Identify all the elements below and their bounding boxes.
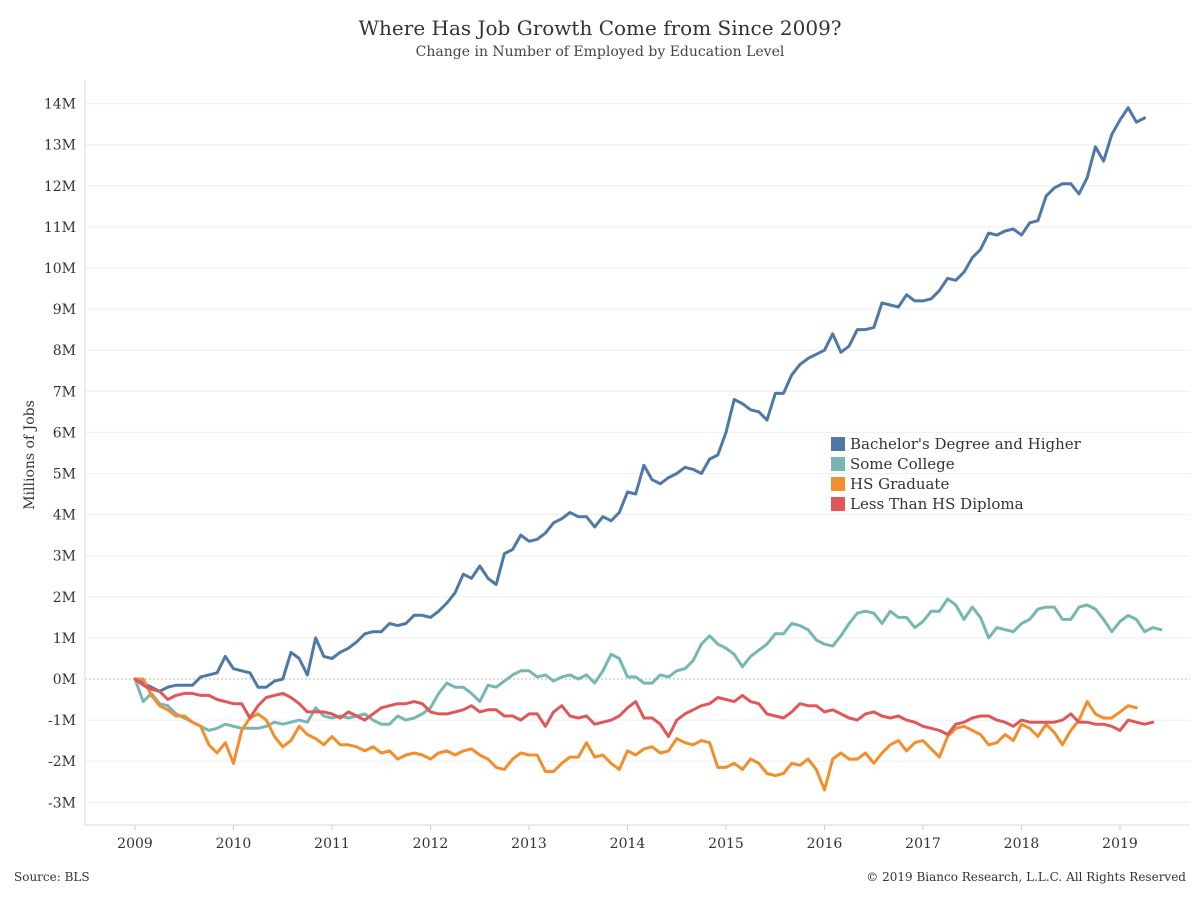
- y-tick-label: 9M: [53, 302, 76, 318]
- series-line-less-than-hs-diploma: [133, 677, 1155, 738]
- y-tick-label: -1M: [48, 713, 76, 729]
- series-line-some-college: [133, 597, 1163, 732]
- x-tick-label: 2018: [1004, 836, 1040, 852]
- y-tick-label: 0M: [53, 672, 76, 688]
- y-tick-label: 8M: [53, 343, 76, 359]
- y-tick-label: 2M: [53, 590, 76, 606]
- y-tick-label: 4M: [53, 508, 76, 524]
- y-tick-label: -3M: [48, 795, 76, 811]
- gridlines: [85, 103, 1190, 803]
- x-tick-label: 2019: [1102, 836, 1138, 852]
- y-tick-label: 3M: [53, 549, 76, 565]
- x-tick-label: 2012: [413, 836, 449, 852]
- legend-swatch: [831, 477, 845, 491]
- x-tick-label: 2015: [708, 836, 744, 852]
- x-tick-label: 2009: [117, 836, 153, 852]
- y-tick-label: 5M: [53, 467, 76, 483]
- legend: Bachelor's Degree and Higher Some College…: [831, 435, 1082, 513]
- x-tick-label: 2011: [314, 836, 350, 852]
- legend-swatch: [831, 497, 845, 511]
- y-tick-label: 10M: [44, 261, 76, 277]
- legend-label: Less Than HS Diploma: [850, 495, 1024, 513]
- x-tick-label: 2016: [807, 836, 843, 852]
- legend-swatch: [831, 457, 845, 471]
- legend-label: HS Graduate: [850, 475, 949, 493]
- y-tick-label: 13M: [44, 138, 76, 154]
- x-tick-label: 2017: [905, 836, 941, 852]
- series-line-hs-graduate: [133, 677, 1138, 792]
- y-tick-label: 14M: [44, 97, 76, 113]
- chart-title: Where Has Job Growth Come from Since 200…: [358, 16, 842, 40]
- chart-subtitle: Change in Number of Employed by Educatio…: [415, 44, 785, 60]
- series-line-bachelor-s-degree-and-higher: [133, 106, 1147, 693]
- y-tick-label: 6M: [53, 425, 76, 441]
- legend-swatch: [831, 437, 845, 451]
- series-lines: [133, 106, 1163, 792]
- y-tick-label: 1M: [53, 631, 76, 647]
- x-tick-label: 2013: [511, 836, 547, 852]
- y-tick-label: 7M: [53, 384, 76, 400]
- legend-label: Bachelor's Degree and Higher: [850, 435, 1082, 453]
- axes: 14M 13M 12M 11M 10M 9M 8M 7M 6M 5M 4M 3M 2M 1M 0M -1M -2…: [44, 80, 1190, 852]
- y-tick-label: 12M: [44, 179, 76, 195]
- copyright-note: © 2019 Bianco Research, L.L.C. All Right…: [866, 870, 1186, 884]
- x-tick-label: 2014: [610, 836, 646, 852]
- legend-label: Some College: [850, 455, 955, 473]
- y-tick-label: -2M: [48, 754, 76, 770]
- y-tick-label: 11M: [44, 220, 76, 236]
- x-tick-label: 2010: [216, 836, 252, 852]
- source-note: Source: BLS: [14, 870, 90, 884]
